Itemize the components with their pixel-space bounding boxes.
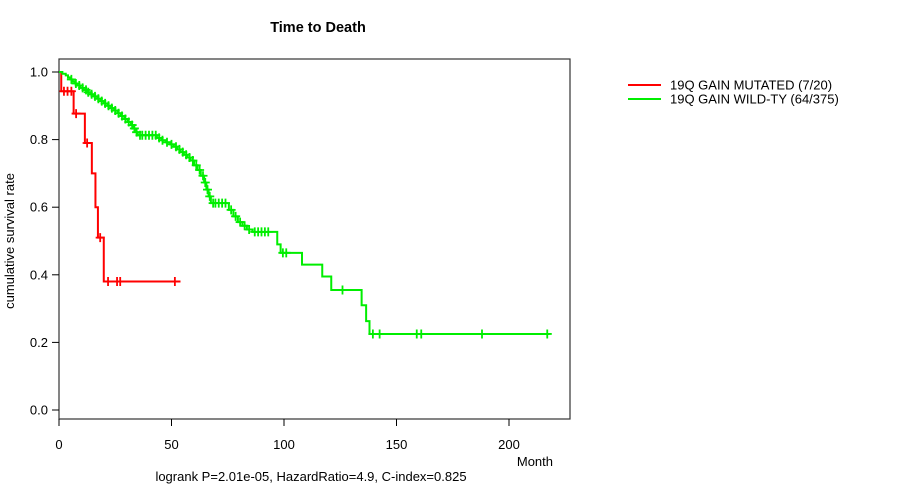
censor-mark — [115, 277, 125, 287]
censor-mark — [158, 135, 167, 145]
censor-mark — [66, 74, 76, 84]
legend-label: 19Q GAIN MUTATED (7/20) — [670, 78, 832, 93]
x-axis-ticks: 0 50 100 150 200 — [55, 419, 520, 452]
x-tick-label: 150 — [386, 437, 408, 452]
y-axis-ticks: 0.0 0.2 0.4 0.6 0.8 1.0 — [30, 65, 59, 418]
survival-curve-mutated — [59, 71, 181, 283]
y-tick-label: 0.2 — [30, 335, 48, 350]
censor-mark — [221, 198, 230, 208]
censor-mark — [205, 191, 215, 201]
y-tick-label: 0.0 — [30, 403, 48, 418]
censor-mark — [338, 285, 347, 295]
censor-mark — [195, 165, 205, 175]
censor-mark — [416, 329, 426, 339]
chart-title: Time to Death — [270, 20, 366, 36]
x-tick-label: 50 — [164, 437, 178, 452]
censor-mark — [281, 248, 291, 258]
censor-mark — [191, 160, 201, 170]
x-axis-label: Month — [517, 454, 553, 469]
censor-mark — [188, 156, 198, 166]
legend-label: 19Q GAIN WILD-TY (64/375) — [670, 92, 839, 107]
y-tick-label: 1.0 — [30, 65, 48, 80]
censor-mark — [200, 178, 210, 188]
x-tick-label: 200 — [498, 437, 520, 452]
censor-mark — [95, 233, 105, 243]
censor-mark — [170, 277, 180, 287]
y-tick-label: 0.6 — [30, 200, 48, 215]
censor-mark — [226, 205, 236, 215]
y-tick-label: 0.8 — [30, 132, 48, 147]
survival-curves — [59, 71, 552, 339]
x-tick-label: 100 — [273, 437, 295, 452]
censor-mark — [263, 227, 273, 237]
censor-mark — [542, 329, 552, 339]
censor-mark — [203, 185, 212, 195]
censor-mark — [477, 329, 487, 339]
censor-mark — [198, 171, 208, 181]
censor-mark — [71, 109, 81, 119]
stats-annotation: logrank P=2.01e-05, HazardRatio=4.9, C-i… — [155, 469, 466, 484]
survival-curve-wildtype — [59, 71, 550, 335]
censor-mark — [162, 137, 172, 147]
plot-box — [58, 58, 571, 420]
censor-mark — [82, 138, 92, 148]
censor-mark — [244, 225, 254, 235]
y-tick-label: 0.4 — [30, 267, 48, 282]
y-axis-label: cumulative survival rate — [2, 173, 17, 309]
censor-mark — [103, 277, 113, 287]
legend: 19Q GAIN MUTATED (7/20)19Q GAIN WILD-TY … — [628, 78, 839, 107]
censor-mark — [66, 86, 76, 96]
censor-mark — [375, 329, 385, 339]
censor-mark — [231, 211, 241, 221]
x-tick-label: 0 — [55, 437, 62, 452]
